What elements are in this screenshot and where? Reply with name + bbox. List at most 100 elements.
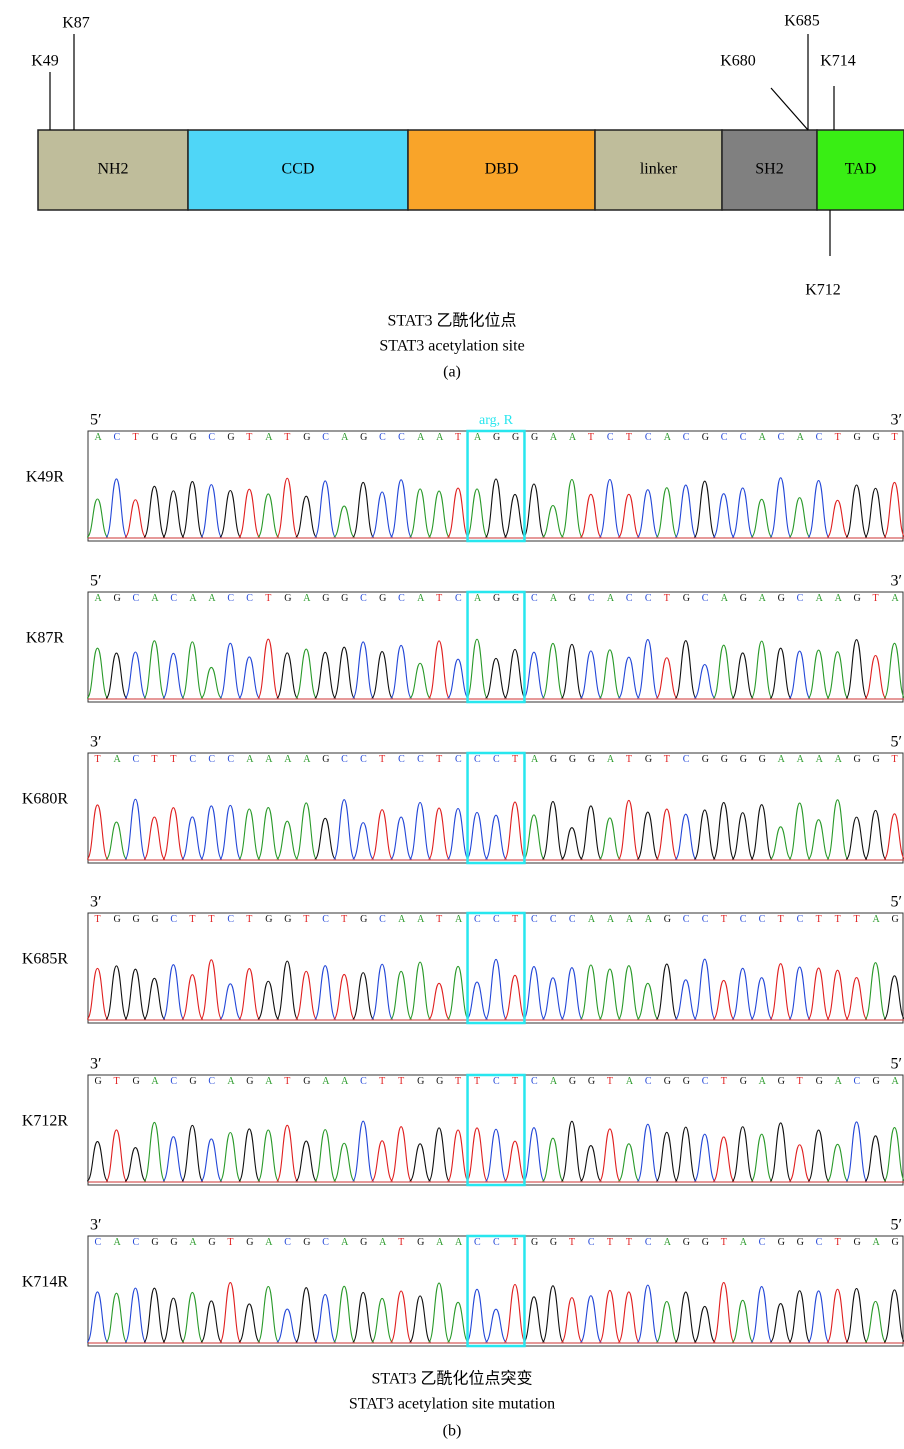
peak [713,645,734,698]
peak [201,806,222,859]
peak [542,802,563,859]
peak [391,971,412,1019]
peak [182,642,203,698]
track-label: K685R [22,951,69,968]
peak [125,500,146,537]
peak [163,1298,184,1342]
peak [789,1145,810,1181]
site-label: K49 [31,53,59,70]
peak [125,652,146,698]
peak [239,657,260,698]
peak [106,479,127,537]
trace-frame [88,913,903,1023]
peak [429,641,450,698]
peak [410,489,431,537]
peak [675,485,696,537]
peak [751,499,772,537]
peak [751,1134,772,1181]
sequence: CACGGAGTGACGCAGATGAACCTGGTCTTCAGGTACGGCT… [94,1237,898,1248]
peak [524,484,545,537]
peak [144,641,165,698]
peak [182,975,203,1019]
peak [315,1130,336,1181]
peak [808,1130,829,1181]
peak [713,494,734,537]
peak [315,1294,336,1342]
peak [599,479,620,537]
peak [182,1292,203,1342]
peak [448,488,469,537]
peak [580,965,601,1019]
peak [201,960,222,1019]
peak [372,1141,393,1181]
end-label: 5′ [891,734,903,751]
end-label: 5′ [891,1056,903,1073]
peak [865,488,886,537]
peak [694,810,715,859]
peak [694,481,715,537]
peak [884,482,904,537]
peak [315,481,336,537]
peak [258,494,279,537]
peak [220,1132,241,1181]
peak [410,663,431,698]
peak [675,1292,696,1342]
peak [334,800,355,859]
peak [846,485,867,537]
peak [353,1292,374,1342]
peak [106,1130,127,1181]
peak [732,1300,753,1342]
annotation: arg, R [479,413,514,428]
peak [827,1144,848,1181]
peak [182,482,203,537]
peak [486,1309,507,1342]
peak [296,496,317,537]
peak [239,809,260,859]
peak [467,812,488,859]
peak [884,814,904,859]
peak [732,488,753,537]
peak [410,802,431,859]
peak [846,640,867,698]
track-label: K714R [22,1274,69,1291]
peak [277,478,298,537]
peak [296,1288,317,1342]
peak [808,1291,829,1342]
peak [296,803,317,859]
peak [144,978,165,1019]
peak [258,1130,279,1181]
track-label: K680R [22,791,69,808]
peak [163,653,184,698]
peak [884,643,904,698]
peak [542,643,563,698]
peak [675,980,696,1019]
peak [561,828,582,859]
peak [789,803,810,859]
peak [694,1134,715,1181]
peak [713,980,734,1019]
domain-label: linker [640,161,678,178]
peak [865,963,886,1019]
peak [599,818,620,859]
peak [656,488,677,537]
peak [486,815,507,859]
peak [429,1283,450,1342]
peak [87,805,108,859]
peak [770,1123,791,1181]
peak [751,978,772,1019]
peak [201,1139,222,1181]
peak [372,652,393,698]
peak [618,494,639,537]
peak [429,1128,450,1181]
mutation-box [468,753,525,863]
peak [618,657,639,698]
peak [865,1136,886,1181]
peak [353,642,374,698]
peak [467,639,488,698]
caption-zh: STAT3 乙酰化位点 [388,312,517,330]
peak [220,490,241,537]
peak [770,478,791,537]
peak [505,1284,526,1342]
mutation-box [468,592,525,702]
end-label: 3′ [90,1217,102,1234]
